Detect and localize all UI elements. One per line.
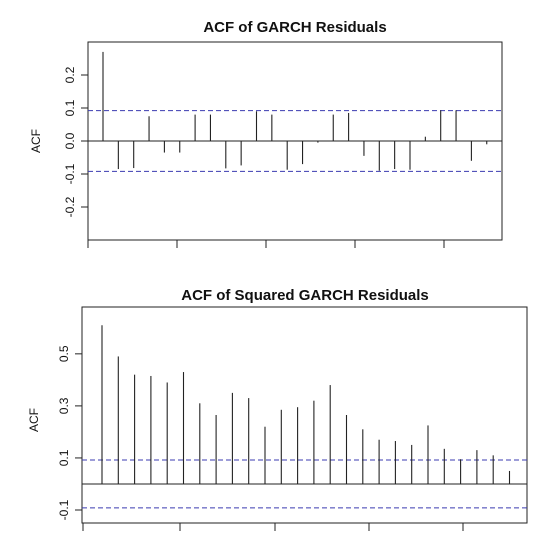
acf-stems-residuals [102,51,488,171]
y-tick-label: 0.5 [57,345,71,362]
confidence-band-residuals [88,110,502,172]
y-axis-residuals: -0.2 -0.1 0.0 0.1 0.2 [63,66,88,217]
x-axis-residuals [87,240,445,248]
y-tick-label: 0.2 [63,66,77,83]
y-tick-label: -0.1 [63,163,77,184]
chart-title-squared-residuals: ACF of Squared GARCH Residuals [181,287,429,304]
chart-title-residuals: ACF of GARCH Residuals [203,19,386,36]
y-tick-label: 0.3 [57,397,71,414]
x-axis-squared-residuals [82,523,464,531]
y-axis-squared-residuals: -0.1 0.1 0.3 0.5 [57,345,82,520]
y-tick-label: 0.0 [63,132,77,149]
acf-stems-squared-residuals [101,325,511,484]
acf-residuals-panel: ACF of GARCH Residuals ACF -0.2 -0.1 0.0 0.… [29,19,503,248]
plot-frame-squared-residuals [81,306,528,524]
acf-squared-residuals-panel: ACF of Squared GARCH Residuals ACF -0.1 0… [27,287,528,531]
y-tick-label: 0.1 [57,449,71,466]
y-tick-label: 0.1 [63,99,77,116]
y-tick-label: -0.2 [63,196,77,217]
confidence-band-squared-residuals [82,459,527,509]
y-tick-label: -0.1 [57,499,71,520]
y-axis-label-squared-residuals: ACF [27,408,41,432]
y-axis-label-residuals: ACF [29,129,43,153]
